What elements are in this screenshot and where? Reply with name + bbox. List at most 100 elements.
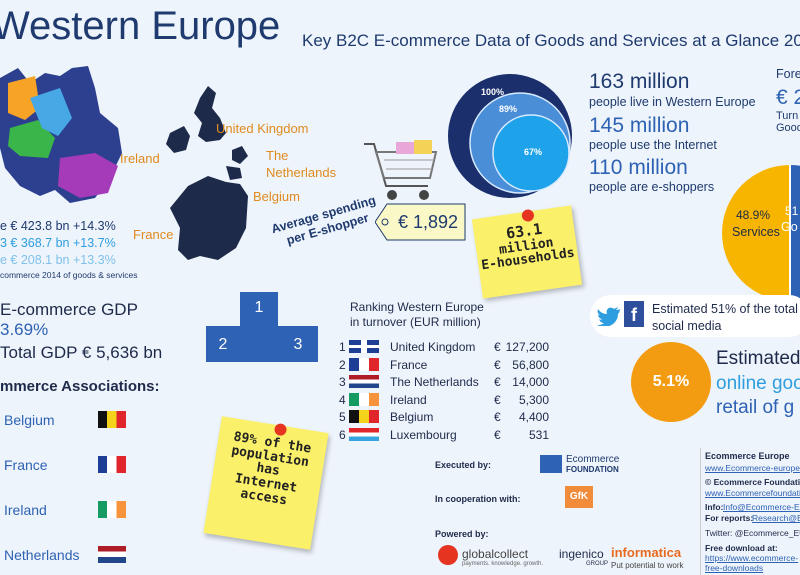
podium-second: 2 [206, 326, 240, 362]
ranking-value: 14,000 [512, 375, 549, 390]
contact-download-url-1[interactable]: https://www.ecommerce- [705, 553, 799, 563]
powered-by-label: Powered by: [435, 529, 489, 539]
ireland-flag-icon [349, 392, 379, 406]
circle-outer-label: 100% [481, 87, 505, 97]
netherlands-flag-icon [349, 375, 379, 389]
france-flag-icon [98, 456, 126, 473]
netherlands-flag-icon [98, 546, 126, 563]
ireland-flag-icon [98, 501, 126, 518]
ingenico-name: ingenico [559, 547, 604, 561]
podium-third: 3 [278, 326, 318, 362]
twitter-icon [597, 307, 620, 326]
map-label-ireland: Ireland [120, 151, 160, 166]
ranking-rank: 3 [339, 375, 346, 390]
ranking-title-1: Ranking Western Europe [350, 300, 484, 314]
contact-reports-email[interactable]: Research@Ecom [752, 513, 800, 523]
page-subtitle: Key B2C E-commerce Data of Goods and Ser… [302, 31, 800, 50]
podium-first: 1 [240, 292, 278, 362]
belgium-flag-icon [98, 411, 126, 428]
ranking-value: 127,200 [505, 340, 549, 354]
internet-access-note: 89% of the population has Internet acces… [203, 416, 329, 550]
ranking-rank: 4 [339, 392, 346, 407]
online-line-2: online goo [716, 373, 800, 394]
online-share-circle: 5.1% [631, 342, 711, 422]
circle-inner-label: 67% [524, 147, 543, 157]
social-line-2: social media [652, 319, 722, 333]
population-circles [448, 74, 572, 198]
contact-foundation-url[interactable]: www.Ecommercefoundation.org [705, 488, 800, 498]
contact-twitter[interactable]: Twitter: @Ecommerce_EU [705, 528, 800, 538]
associations-title: mmerce Associations: [0, 378, 160, 395]
ranking-country: Luxembourg [390, 428, 457, 442]
informatica-tagline: Put potential to work [611, 561, 684, 570]
contact-foundation: © Ecommerce Foundation ( [705, 477, 800, 487]
turnover-caption: commerce 2014 of goods & services [0, 270, 138, 280]
ranking-value: 531 [528, 428, 549, 442]
ecom-foundation-2: FOUNDATION [566, 465, 619, 474]
contact-reports-label: For reports: [705, 513, 754, 523]
ranking-rank: 5 [339, 410, 346, 425]
gdp-percent: 3.69% [0, 320, 49, 339]
spending-value: € 1,892 [398, 212, 459, 232]
ecom-foundation-1: Ecommerce [566, 454, 620, 465]
social-line-1: Estimated 51% of the total [652, 302, 798, 316]
online-line-3: retail of g [716, 397, 795, 418]
pie-services-pct: 48.9% [736, 208, 771, 222]
ranking-currency: € [494, 340, 501, 354]
ranking-currency: € [494, 392, 501, 407]
globalcollect-logo-icon [438, 545, 458, 565]
stat-internet-text: people use the Internet [589, 138, 717, 152]
pin-icon [273, 422, 288, 437]
ingenico-sub: GROUP [586, 561, 609, 567]
circle-mid-label: 89% [499, 104, 518, 114]
contact-org-url[interactable]: www.Ecommerce-europe.eu [705, 463, 800, 473]
forecast-line-2: Good [776, 122, 800, 134]
ranking-rank: 6 [339, 428, 346, 442]
forecast-value: € 2 [776, 86, 800, 109]
pie-services-label: Services [732, 225, 780, 239]
goods-services-pie [722, 165, 800, 301]
map-label-netherlands-1: The [266, 148, 289, 163]
stat-internet-number: 145 million [589, 114, 690, 137]
gdp-total: Total GDP € 5,636 bn [0, 343, 163, 362]
page-title: Western Europe [0, 4, 281, 48]
contact-info-email[interactable]: Info@Ecommerce-Eur [723, 502, 800, 512]
gfk-logo: GfK [565, 486, 593, 508]
pie-goods-pct: 51 [785, 204, 799, 218]
country-map [166, 86, 248, 260]
association-belgium[interactable]: Belgium [4, 412, 55, 428]
ranking-currency: € [494, 357, 501, 372]
contact-download-url-2[interactable]: free-downloads [705, 563, 764, 573]
association-ireland[interactable]: Ireland [4, 502, 47, 518]
turnover-line-1: e € 423.8 bn +14.3% [0, 219, 116, 233]
ranking-currency: € [494, 375, 501, 390]
stat-population-text: people live in Western Europe [589, 95, 756, 109]
ranking-country: Belgium [390, 410, 434, 425]
map-label-uk: United Kingdom [216, 121, 309, 136]
turnover-line-2: 3 € 368.7 bn +13.7% [0, 236, 116, 250]
stat-population-number: 163 million [589, 70, 690, 93]
association-france[interactable]: France [4, 457, 48, 473]
western-europe-map [0, 66, 122, 203]
ranking-currency: € [494, 410, 501, 425]
online-line-1: Estimated [716, 348, 800, 369]
turnover-line-3: e € 208.1 bn +13.3% [0, 253, 116, 267]
ecommerce-foundation-logo-icon [540, 455, 562, 473]
map-label-belgium: Belgium [253, 189, 300, 204]
ranking-currency: € [494, 428, 501, 442]
association-netherlands[interactable]: Netherlands [4, 547, 80, 563]
map-label-france: France [133, 227, 174, 242]
gdp-title: E-commerce GDP [0, 300, 138, 319]
divider [700, 448, 701, 575]
ranking-country: Ireland [390, 392, 427, 407]
contact-download: Free download at: [705, 543, 778, 553]
facebook-icon: f [624, 301, 644, 327]
stat-eshoppers-text: people are e-shoppers [589, 180, 715, 194]
forecast-line-1: Turn [776, 110, 799, 122]
informatica-name: informatica [611, 545, 682, 560]
uk-flag-icon [349, 340, 379, 353]
globalcollect-tagline: payments. knowledge. growth. [462, 561, 544, 567]
ranking-country: United Kingdom [390, 340, 476, 354]
stat-eshoppers-number: 110 million [589, 156, 688, 179]
contact-info-label: Info: [705, 502, 724, 512]
